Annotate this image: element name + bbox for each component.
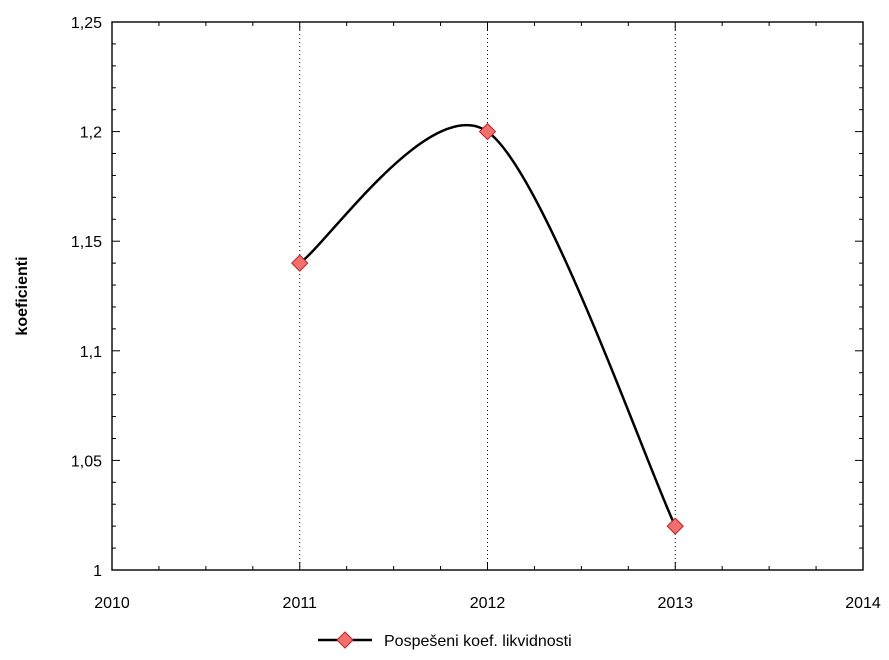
plot-frame: [111, 21, 864, 571]
legend-label: Pospešeni koef. likvidnosti: [384, 633, 572, 650]
legend-marker: [336, 631, 354, 649]
y-axis-title: koeficienti: [14, 256, 31, 335]
x-tick-label: 2011: [283, 595, 318, 612]
data-point-marker: [478, 122, 497, 141]
series-line: [298, 123, 677, 528]
series-layer: [291, 122, 684, 535]
legend: Pospešeni koef. likvidnosti: [318, 631, 572, 650]
y-tick-label: 1,1: [80, 344, 102, 361]
y-tick-label: 1,15: [71, 234, 102, 251]
data-point-marker: [666, 517, 684, 535]
y-tick-label: 1,25: [71, 15, 102, 32]
axis-layer: [111, 21, 864, 571]
y-tick-label: 1,05: [71, 453, 102, 470]
x-tick-label: 2013: [657, 595, 693, 612]
y-tick-label: 1: [93, 563, 102, 580]
y-tick-label: 1,2: [80, 125, 102, 142]
x-tick-label: 2010: [94, 595, 130, 612]
grid-layer: [299, 22, 676, 570]
data-point-marker: [291, 254, 309, 272]
x-tick-label: 2012: [470, 595, 506, 612]
x-tick-label: 2014: [845, 595, 881, 612]
label-layer: koeficienti 2010 2011 2012 2013 2014 1 1,05 1,1…: [14, 15, 881, 612]
